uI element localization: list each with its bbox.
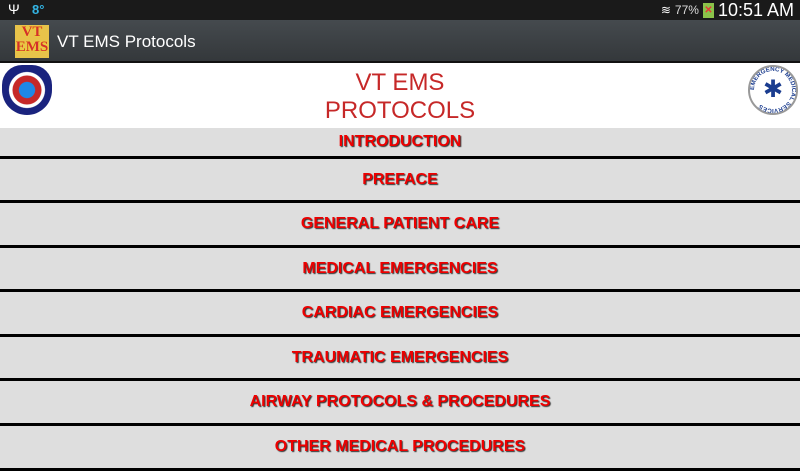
- menu-label: TRAUMATIC EMERGENCIES: [291, 348, 509, 366]
- menu-cardiac-emergencies[interactable]: CARDIAC EMERGENCIES: [0, 292, 800, 337]
- wifi-icon: ≋: [660, 3, 671, 17]
- menu-preface[interactable]: PREFACE: [0, 159, 800, 203]
- ems-badge-ring: EMERGENCY MEDICAL SERVICES: [749, 66, 797, 114]
- menu-airway-protocols[interactable]: AIRWAY PROTOCOLS & PROCEDURES: [0, 381, 800, 426]
- status-bar: Ψ 8° ≋ 77% ✕ 10:51 AM: [0, 0, 800, 20]
- page-title: VT EMS PROTOCOLS: [0, 69, 800, 125]
- menu-other-medical-procedures[interactable]: OTHER MEDICAL PROCEDURES: [0, 426, 800, 471]
- menu-label: CARDIAC EMERGENCIES: [301, 304, 499, 321]
- menu-label: OTHER MEDICAL PROCEDURES: [274, 438, 526, 455]
- app-title: VT EMS Protocols: [57, 32, 196, 51]
- clock: 10:51 AM: [717, 0, 794, 20]
- menu-label: INTRODUCTION: [338, 133, 462, 150]
- menu-label: GENERAL PATIENT CARE: [300, 215, 500, 232]
- battery-percent: 77%: [674, 3, 699, 17]
- eagle-logo-icon: [2, 65, 52, 115]
- menu-label: PREFACE: [362, 170, 438, 188]
- ems-badge-text-path: EMERGENCY MEDICAL SERVICES: [750, 67, 796, 113]
- temperature: 8°: [32, 2, 45, 17]
- header-banner: VT EMS PROTOCOLS ✱ EMERGENCY MEDICAL SER…: [0, 63, 800, 128]
- action-bar: VT EMS VT EMS Protocols: [0, 20, 800, 63]
- menu-general-patient-care[interactable]: GENERAL PATIENT CARE: [0, 203, 800, 248]
- menu-traumatic-emergencies[interactable]: TRAUMATIC EMERGENCIES: [0, 337, 800, 381]
- title-line-2: PROTOCOLS: [324, 97, 476, 124]
- menu-label: MEDICAL EMERGENCIES: [302, 259, 498, 277]
- battery-icon: ✕: [702, 2, 714, 18]
- menu-medical-emergencies[interactable]: MEDICAL EMERGENCIES: [0, 248, 800, 292]
- star-of-life-icon: ✱: [762, 76, 784, 103]
- title-line-1: VT EMS: [355, 69, 445, 96]
- menu-introduction[interactable]: INTRODUCTION: [0, 128, 800, 159]
- usb-icon: Ψ: [8, 1, 20, 17]
- menu-label: AIRWAY PROTOCOLS & PROCEDURES: [249, 393, 551, 410]
- ems-badge: ✱ EMERGENCY MEDICAL SERVICES: [748, 65, 798, 115]
- ems-badge-text: EMERGENCY MEDICAL SERVICES: [749, 66, 797, 114]
- app-icon[interactable]: VT EMS: [15, 25, 49, 58]
